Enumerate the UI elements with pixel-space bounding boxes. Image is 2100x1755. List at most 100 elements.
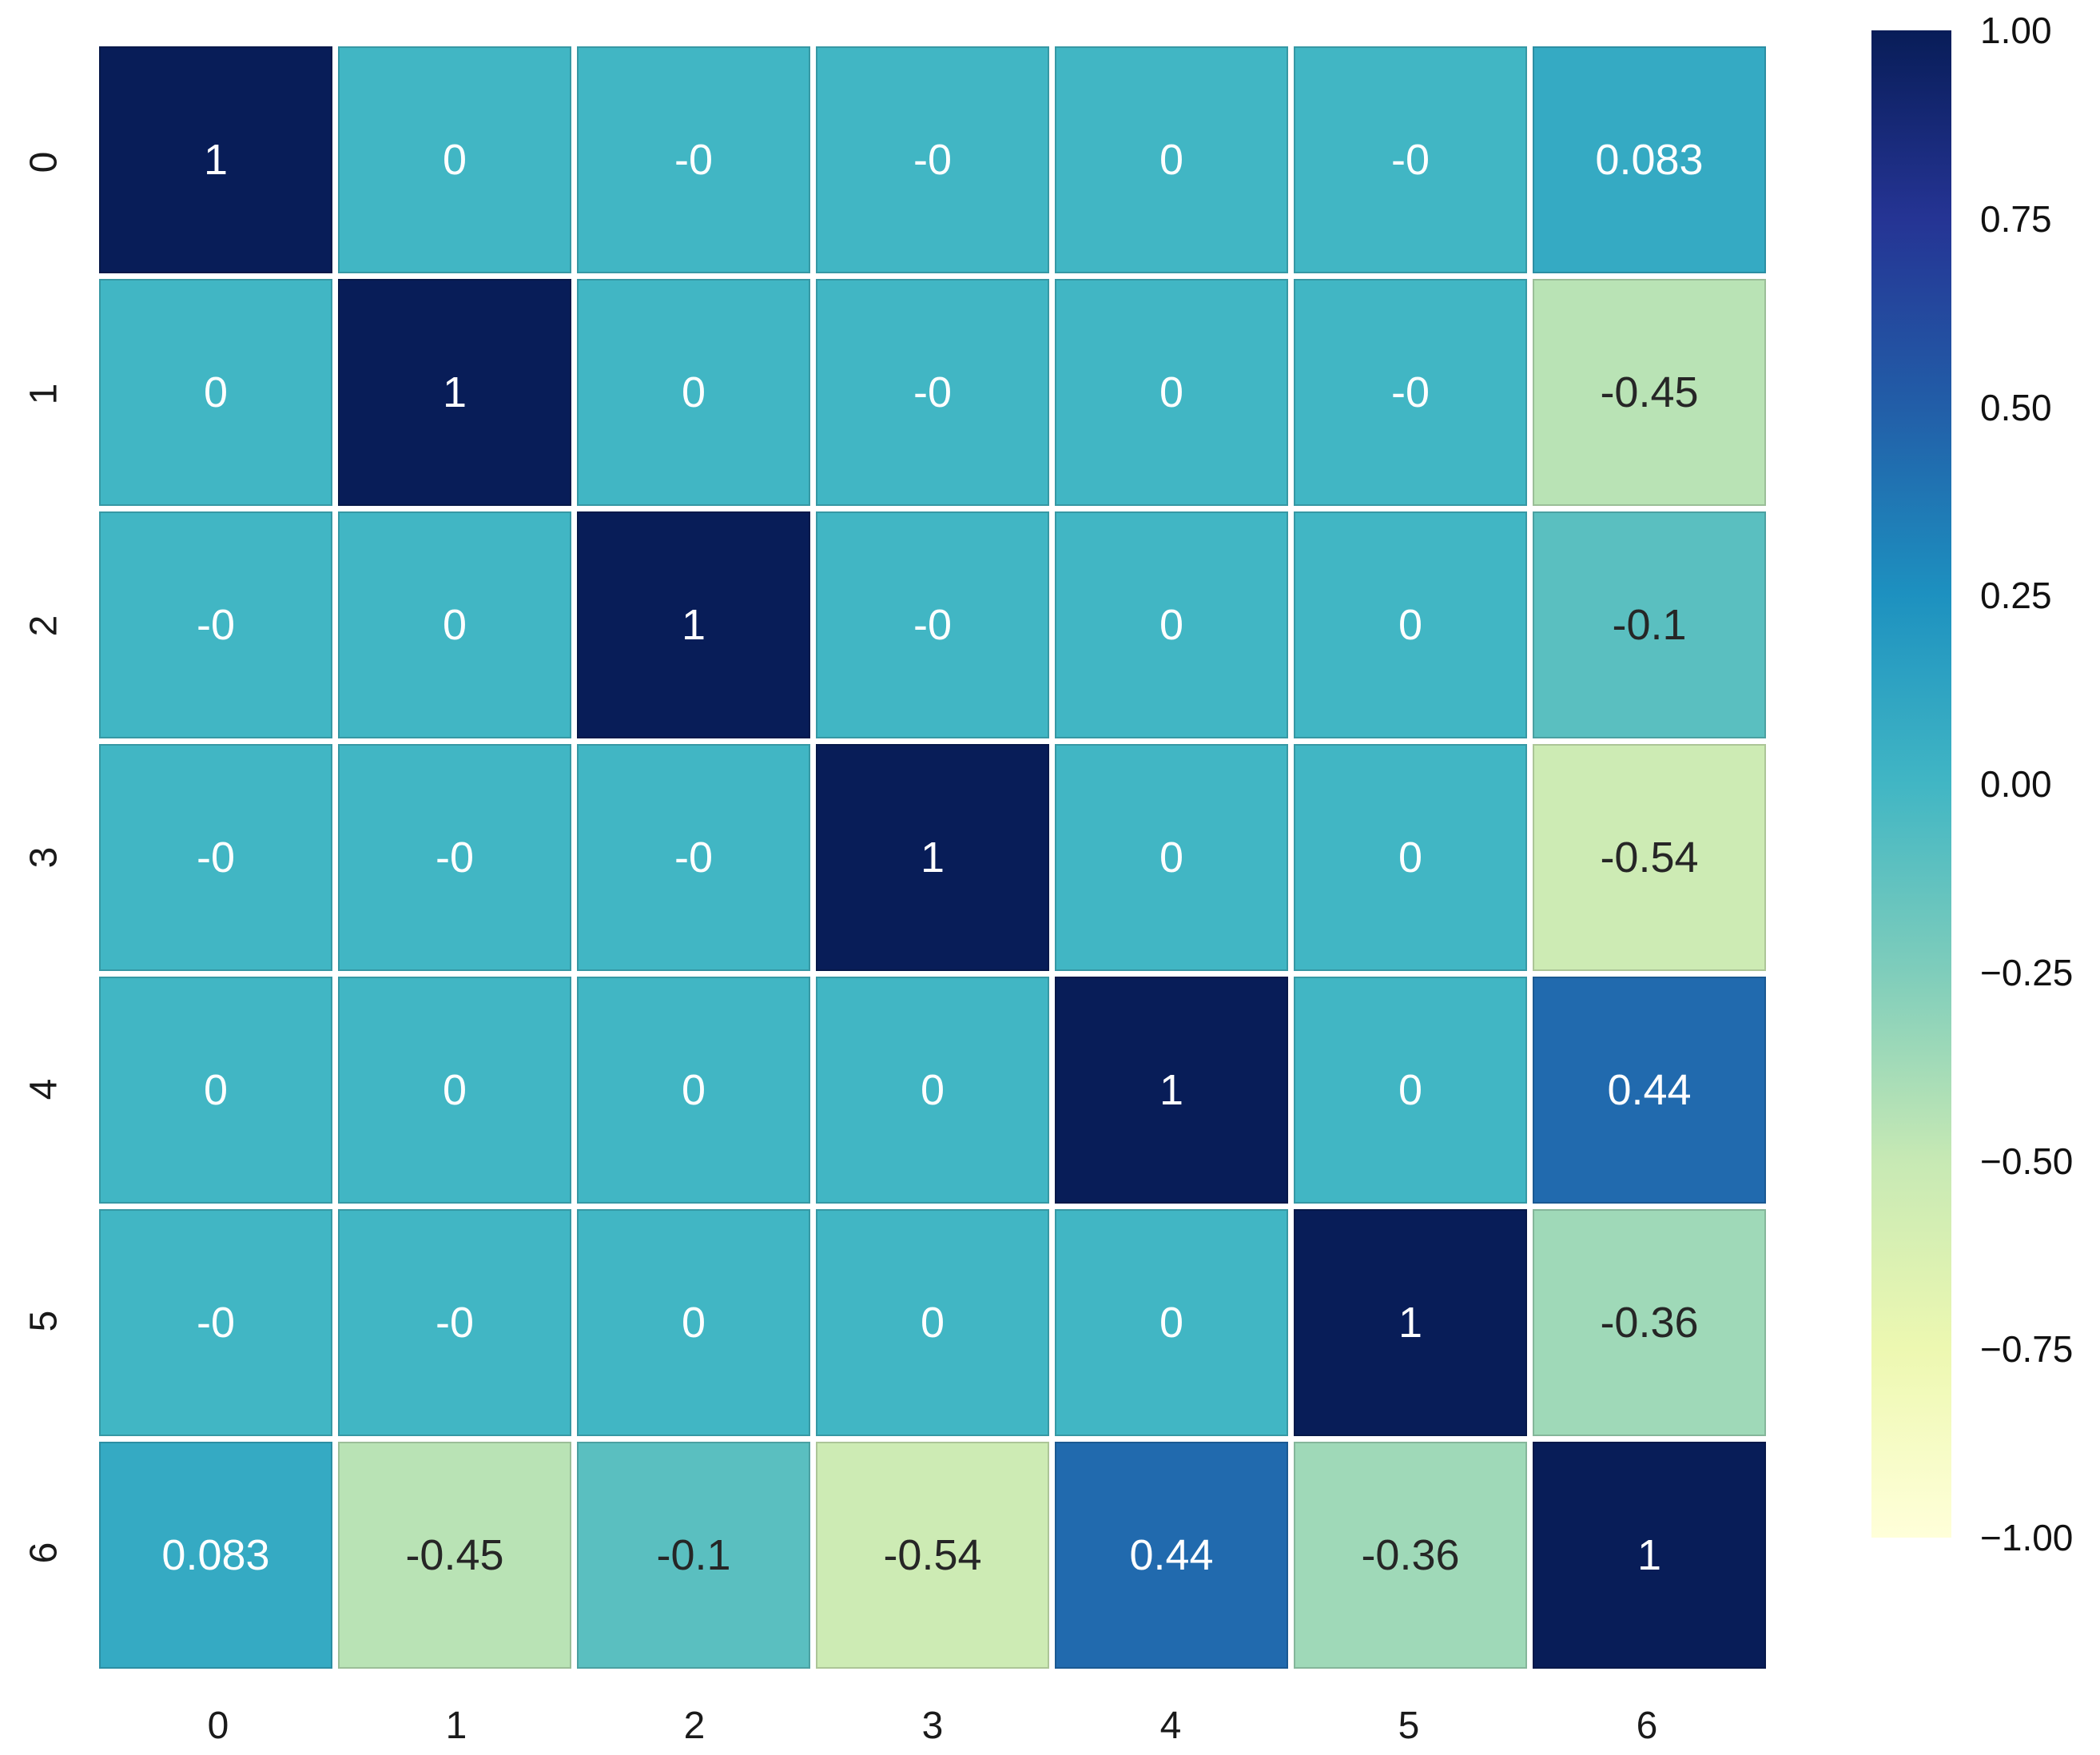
heatmap-cell: -0 [1294, 46, 1527, 273]
heatmap-cell: 0 [338, 46, 571, 273]
cell-annotation: -0.36 [1361, 1531, 1460, 1579]
cell-annotation: 1 [203, 136, 229, 184]
heatmap-cell: 0 [1294, 744, 1527, 971]
heatmap-cell: 0 [816, 1209, 1049, 1436]
heatmap-cell: -0 [577, 46, 810, 273]
heatmap-cell: -0.36 [1533, 1209, 1766, 1436]
x-tick-label: 1 [445, 1705, 467, 1747]
colorbar-tick-label: 1.00 [1980, 10, 2052, 51]
x-axis-tick-labels: 0 1 2 3 4 5 6 [99, 1707, 1766, 1755]
cell-annotation: 0 [1159, 1299, 1184, 1347]
heatmap-cell: -0 [577, 744, 810, 971]
x-tick-label: 5 [1398, 1705, 1420, 1747]
cell-annotation: -0.36 [1600, 1299, 1699, 1347]
heatmap-cell: -0.1 [577, 1442, 810, 1669]
colorbar-tick-label: 0.25 [1980, 575, 2052, 617]
cell-annotation: 0 [203, 1066, 229, 1114]
heatmap-cell: 1 [99, 46, 332, 273]
heatmap-cell: 1 [816, 744, 1049, 971]
cell-annotation: 0 [681, 1066, 706, 1114]
heatmap-cell: 0 [338, 511, 571, 738]
cell-annotation: 0.083 [1595, 136, 1704, 184]
cell-annotation: 0 [1398, 834, 1423, 881]
cell-annotation: 0 [681, 1299, 706, 1347]
colorbar-tick-label: −0.25 [1980, 951, 2074, 993]
cell-annotation: -0 [913, 136, 952, 184]
cell-annotation: 0 [442, 601, 467, 649]
heatmap-grid: 1 0 -0 -0 0 -0 0.083 0 1 0 -0 0 -0 -0.45 -0 0 1 -0 0 0 -0.1 -… [99, 46, 1766, 1669]
cell-annotation: 1 [1637, 1531, 1662, 1579]
cell-annotation: 0 [1398, 601, 1423, 649]
colorbar-tick-label: 0.75 [1980, 197, 2052, 240]
cell-annotation: -0.45 [1600, 368, 1699, 416]
colorbar-tick-label: −0.50 [1980, 1140, 2074, 1182]
cell-annotation: -0 [435, 834, 474, 881]
cell-annotation: 1 [1398, 1299, 1423, 1347]
heatmap-cell: 0.44 [1533, 977, 1766, 1204]
y-tick-label: 3 [22, 846, 65, 869]
y-tick-label: 6 [22, 1542, 65, 1564]
heatmap-cell: -0 [816, 279, 1049, 506]
y-tick-label: 1 [22, 383, 65, 405]
cell-annotation: -0.1 [1612, 601, 1687, 649]
cell-annotation: -0 [196, 834, 235, 881]
cell-annotation: 0 [1159, 136, 1184, 184]
heatmap-cell: -0 [99, 1209, 332, 1436]
heatmap-cell: 0 [99, 279, 332, 506]
heatmap-cell: 1 [1533, 1442, 1766, 1669]
y-tick-label: 5 [22, 1310, 65, 1332]
heatmap-cell: -0.36 [1294, 1442, 1527, 1669]
cell-annotation: 0 [920, 1066, 945, 1114]
heatmap-cell: -0.45 [338, 1442, 571, 1669]
colorbar-tick-label: −0.75 [1980, 1328, 2074, 1371]
x-tick-label: 3 [921, 1705, 944, 1747]
cell-annotation: 1 [442, 368, 467, 416]
cell-annotation: 0 [1159, 601, 1184, 649]
x-tick-label: 6 [1636, 1705, 1658, 1747]
cell-annotation: -0.54 [883, 1531, 982, 1579]
cell-annotation: -0.45 [405, 1531, 504, 1579]
colorbar-gradient [1871, 30, 1951, 1538]
heatmap-cell: 0 [99, 977, 332, 1204]
cell-annotation: 0 [681, 368, 706, 416]
cell-annotation: 0.44 [1607, 1066, 1692, 1114]
cell-annotation: -0 [674, 136, 713, 184]
heatmap-cell: 0 [1055, 511, 1288, 738]
y-tick-label: 2 [22, 615, 65, 637]
heatmap-cell: 0.44 [1055, 1442, 1288, 1669]
heatmap-cell: 0 [816, 977, 1049, 1204]
y-axis-tick-labels: 0 1 2 3 4 5 6 [14, 46, 74, 1669]
heatmap-cell: 0.083 [1533, 46, 1766, 273]
heatmap-cell: -0 [1294, 279, 1527, 506]
heatmap-cell: -0 [816, 46, 1049, 273]
heatmap-cell: 0 [1055, 279, 1288, 506]
heatmap-cell: 1 [1294, 1209, 1527, 1436]
cell-annotation: -0 [196, 601, 235, 649]
cell-annotation: 0 [203, 368, 229, 416]
cell-annotation: -0 [913, 368, 952, 416]
heatmap-cell: -0 [99, 744, 332, 971]
cell-annotation: 1 [681, 601, 706, 649]
heatmap-cell: -0.45 [1533, 279, 1766, 506]
cell-annotation: 0 [1159, 368, 1184, 416]
heatmap-cell: -0 [338, 744, 571, 971]
cell-annotation: 1 [920, 834, 945, 881]
cell-annotation: -0 [1390, 368, 1430, 416]
heatmap-cell: 0 [1294, 511, 1527, 738]
colorbar-tick-label: 0.00 [1980, 763, 2052, 805]
heatmap-cell: 1 [1055, 977, 1288, 1204]
heatmap-cell: -0 [338, 1209, 571, 1436]
heatmap-cell: -0.54 [816, 1442, 1049, 1669]
cell-annotation: -0 [913, 601, 952, 649]
colorbar-tick-labels: 1.00 0.75 0.50 0.25 0.00 −0.25 −0.50 −0.75 −1.00 [1980, 12, 2100, 1556]
heatmap-cell: 0 [1055, 1209, 1288, 1436]
heatmap-cell: 0 [577, 977, 810, 1204]
heatmap-cell: -0 [816, 511, 1049, 738]
heatmap-cell: -0 [99, 511, 332, 738]
cell-annotation: -0 [196, 1299, 235, 1347]
x-tick-label: 0 [207, 1705, 229, 1747]
x-tick-label: 4 [1159, 1705, 1182, 1747]
cell-annotation: -0 [435, 1299, 474, 1347]
cell-annotation: 0.44 [1129, 1531, 1214, 1579]
